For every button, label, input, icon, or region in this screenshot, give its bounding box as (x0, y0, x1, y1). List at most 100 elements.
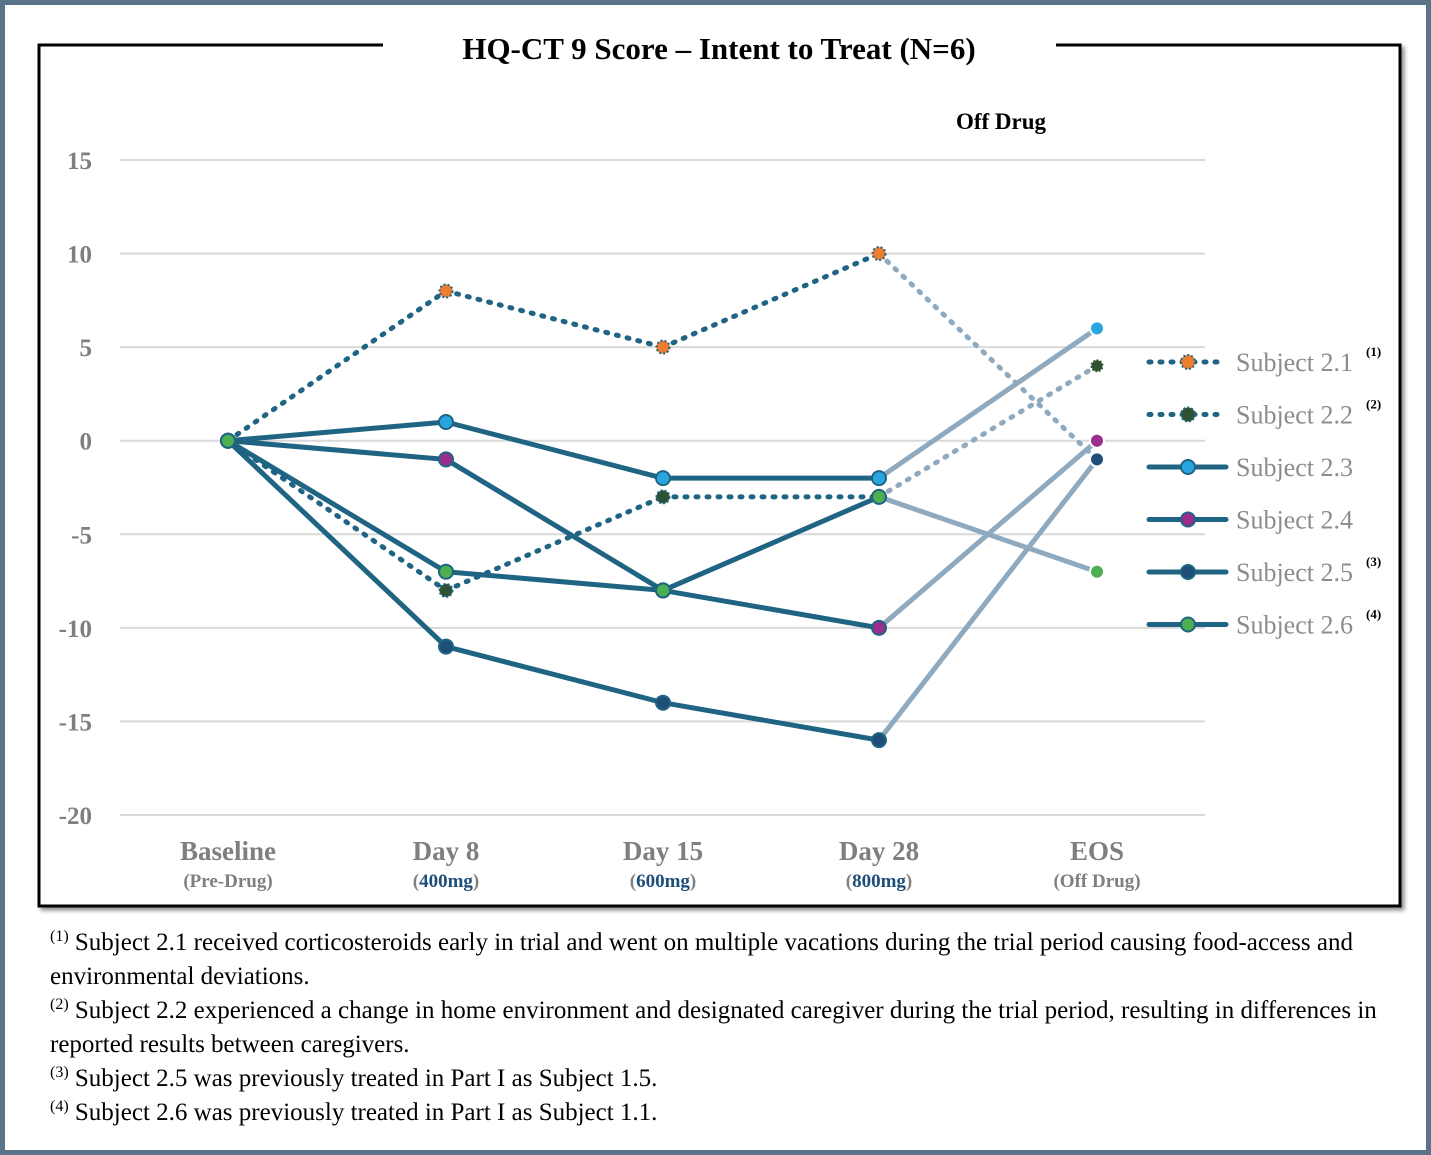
series-3-point-4 (1089, 320, 1105, 337)
legend-marker-6 (1180, 616, 1196, 633)
legend-footnote-6: (4) (1366, 607, 1381, 622)
series-6-point-2 (655, 582, 671, 599)
chart: HQ-CT 9 Score – Intent to Treat (N=6) Of… (37, 31, 1402, 908)
footnote-4-text: Subject 2.6 was previously treated in Pa… (68, 1099, 658, 1126)
x-tick-sublabel-4: (Off Drug) (1053, 871, 1140, 892)
series-6-point-3 (871, 488, 887, 505)
legend-footnote-2: (2) (1366, 397, 1381, 412)
legend-marker-1 (1180, 354, 1196, 370)
series-5-point-1 (438, 638, 454, 655)
y-tick-label-7: -20 (59, 803, 92, 830)
footnote-4: (4) Subject 2.6 was previously treated i… (50, 1096, 1390, 1130)
x-tick-label-0: Baseline (180, 836, 276, 866)
series-1-point-2 (655, 339, 671, 355)
series-3-segment-1 (443, 419, 666, 481)
series-1-point-1 (438, 283, 454, 299)
x-tick-label-4: EOS (1070, 836, 1124, 866)
series-5-point-2 (655, 694, 671, 711)
series-4-point-4 (1089, 432, 1105, 449)
footnote-1-marker: (1) (50, 928, 69, 945)
legend-label-2: Subject 2.2 (1236, 401, 1353, 430)
series-1-segment-0 (225, 288, 449, 444)
series-6-segment-0 (225, 438, 449, 575)
series-5-point-4 (1089, 451, 1105, 468)
legend-label-3: Subject 2.3 (1236, 453, 1353, 482)
legend-marker-4 (1180, 511, 1196, 528)
series-5-segment-0 (225, 438, 449, 650)
x-tick-sublabel-1: (400mg) (413, 871, 479, 892)
series-2-segment-3 (876, 363, 1100, 500)
footnote-3: (3) Subject 2.5 was previously treated i… (50, 1062, 1390, 1096)
y-tick-label-3: 0 (80, 429, 93, 456)
x-tick-sublabel-0: (Pre-Drug) (183, 871, 272, 892)
series-6-point-1 (438, 563, 454, 580)
series-3-point-2 (655, 470, 671, 487)
legend-label-4: Subject 2.4 (1236, 506, 1353, 535)
chart-title: HQ-CT 9 Score – Intent to Treat (N=6) (462, 31, 975, 66)
footnote-1: (1) Subject 2.1 received corticosteroids… (50, 926, 1390, 994)
series-3-segment-0 (225, 419, 449, 444)
x-axis-ticks: Baseline (Pre-Drug) Day 8 (400mg) Day 15 (600… (180, 836, 1141, 892)
footnote-3-marker: (3) (50, 1064, 69, 1081)
series-1-segment-1 (443, 288, 666, 350)
series-6-segment-1 (443, 569, 666, 593)
legend-footnote-1: (1) (1366, 344, 1381, 359)
legend-marker-3 (1180, 459, 1196, 475)
footnotes: (1) Subject 2.1 received corticosteroids… (50, 926, 1390, 1130)
y-tick-label-2: 5 (80, 335, 93, 362)
x-tick-label-2: Day 15 (623, 836, 703, 866)
series-4-point-1 (438, 451, 454, 468)
series-3-segment-3 (876, 325, 1100, 481)
legend-label-6: Subject 2.6 (1236, 611, 1353, 640)
y-tick-label-4: -5 (71, 522, 92, 549)
dose-label-3: 800mg (852, 871, 906, 892)
footnote-1-text: Subject 2.1 received corticosteroids ear… (50, 929, 1353, 990)
chart-frame (37, 43, 1402, 908)
y-tick-label-1: 10 (67, 242, 92, 269)
x-tick-label-3: Day 28 (839, 836, 919, 866)
y-tick-label-0: 15 (67, 148, 92, 175)
legend-label-1: Subject 2.1 (1236, 348, 1353, 377)
x-tick-sublabel-2: (600mg) (630, 871, 696, 892)
footnote-2-marker: (2) (50, 996, 69, 1013)
x-tick-sublabel-3: (800mg) (846, 871, 912, 892)
series-1-segment-2 (660, 251, 882, 350)
dose-label-1: 400mg (419, 871, 473, 892)
legend-label-5: Subject 2.5 (1236, 558, 1353, 587)
series-markers (220, 246, 1105, 749)
series-1-point-3 (871, 246, 887, 262)
series-4-segment-0 (225, 438, 449, 462)
series-2-segment-0 (225, 438, 449, 593)
series-4-segment-1 (443, 456, 666, 593)
title-backdrop (383, 38, 1056, 54)
series-3-point-1 (438, 414, 454, 430)
y-tick-label-6: -15 (59, 709, 92, 736)
series-2-point-4 (1089, 358, 1105, 374)
legend-marker-5 (1180, 564, 1196, 580)
series-6-segment-2 (660, 494, 882, 593)
series-4-segment-2 (660, 587, 882, 631)
series-3-point-3 (871, 470, 887, 487)
series-2-segment-1 (443, 494, 666, 593)
legend-footnote-5: (3) (1366, 554, 1381, 569)
series-5-segment-1 (443, 644, 666, 706)
footnote-2: (2) Subject 2.2 experienced a change in … (50, 994, 1390, 1062)
series-5-point-3 (871, 732, 887, 749)
legend-marker-2 (1180, 406, 1196, 423)
footnote-2-text: Subject 2.2 experienced a change in home… (50, 997, 1377, 1058)
series-4-point-3 (871, 619, 887, 636)
series-2-point-2 (655, 489, 671, 505)
series-2-point-1 (438, 582, 454, 598)
series-6-point-4 (1089, 563, 1105, 580)
series-5-segment-2 (660, 700, 882, 743)
footnote-4-marker: (4) (50, 1098, 69, 1115)
series-lines (225, 251, 1100, 743)
dose-label-2: 600mg (636, 871, 690, 892)
x-tick-label-1: Day 8 (413, 836, 480, 866)
series-6-point-0 (220, 432, 236, 449)
series-6-segment-3 (876, 494, 1100, 575)
off-drug-annotation: Off Drug (956, 109, 1047, 134)
footnote-3-text: Subject 2.5 was previously treated in Pa… (68, 1065, 658, 1092)
y-tick-label-5: -10 (59, 616, 92, 643)
